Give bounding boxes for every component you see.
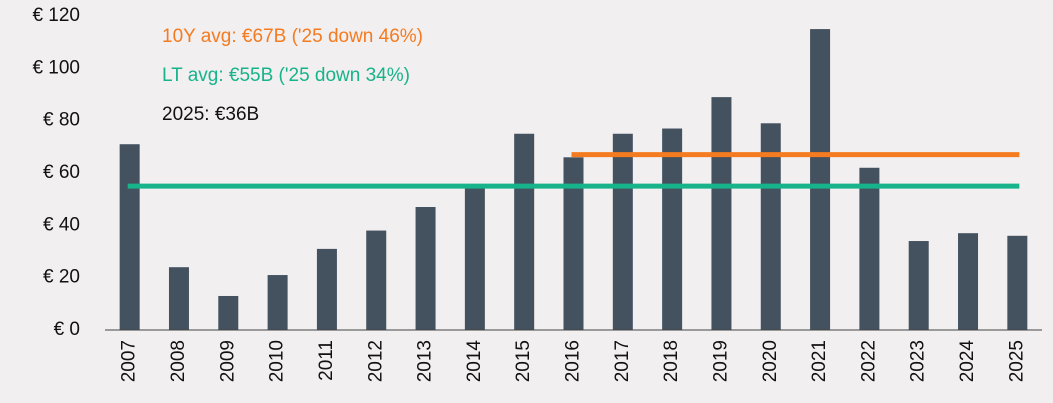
bar — [218, 295, 239, 330]
bar — [464, 186, 485, 330]
bar — [316, 248, 337, 330]
x-tick-label: 2007 — [119, 340, 140, 382]
x-tick-label: 2022 — [858, 340, 879, 382]
y-tick-label: € 20 — [43, 267, 80, 288]
bar — [168, 267, 189, 330]
bar — [859, 167, 880, 330]
x-tick-label: 2014 — [464, 340, 485, 383]
bar — [415, 207, 436, 330]
bar — [958, 233, 979, 330]
bar — [760, 123, 781, 331]
annotation: 10Y avg: €67B ('25 down 46%) — [162, 26, 423, 47]
bar — [908, 241, 929, 330]
bar — [662, 128, 683, 330]
annotation: 2025: €36B — [162, 104, 259, 125]
bar — [514, 133, 535, 330]
y-tick-label: € 60 — [43, 162, 80, 183]
bar — [1007, 235, 1028, 330]
bar — [267, 275, 288, 330]
x-tick-label: 2023 — [908, 340, 929, 382]
x-tick-label: 2025 — [1006, 340, 1027, 382]
bar — [810, 29, 831, 330]
y-tick-label: € 100 — [32, 57, 80, 78]
x-tick-label: 2018 — [661, 340, 682, 382]
x-tick-label: 2019 — [710, 340, 731, 382]
x-tick-label: 2008 — [168, 340, 189, 382]
x-tick-label: 2020 — [760, 340, 781, 382]
x-tick-label: 2009 — [217, 340, 238, 382]
y-tick-label: € 80 — [43, 110, 80, 131]
bar — [612, 133, 633, 330]
bar — [119, 144, 140, 330]
bar — [711, 97, 732, 330]
x-tick-label: 2010 — [267, 340, 288, 382]
x-tick-label: 2013 — [415, 340, 436, 382]
x-tick-label: 2015 — [513, 340, 534, 382]
y-tick-label: € 40 — [43, 214, 80, 235]
bar — [366, 230, 387, 330]
x-tick-label: 2017 — [612, 340, 633, 382]
x-tick-label: 2021 — [809, 340, 830, 382]
y-tick-label: € 120 — [32, 5, 80, 26]
y-tick-label: € 0 — [54, 319, 80, 340]
bar — [563, 157, 584, 330]
x-tick-label: 2024 — [957, 340, 978, 383]
annotation: LT avg: €55B ('25 down 34%) — [162, 65, 410, 86]
x-tick-label: 2012 — [365, 340, 386, 382]
x-tick-label: 2016 — [563, 340, 584, 382]
x-tick-label: 2011 — [316, 340, 337, 381]
